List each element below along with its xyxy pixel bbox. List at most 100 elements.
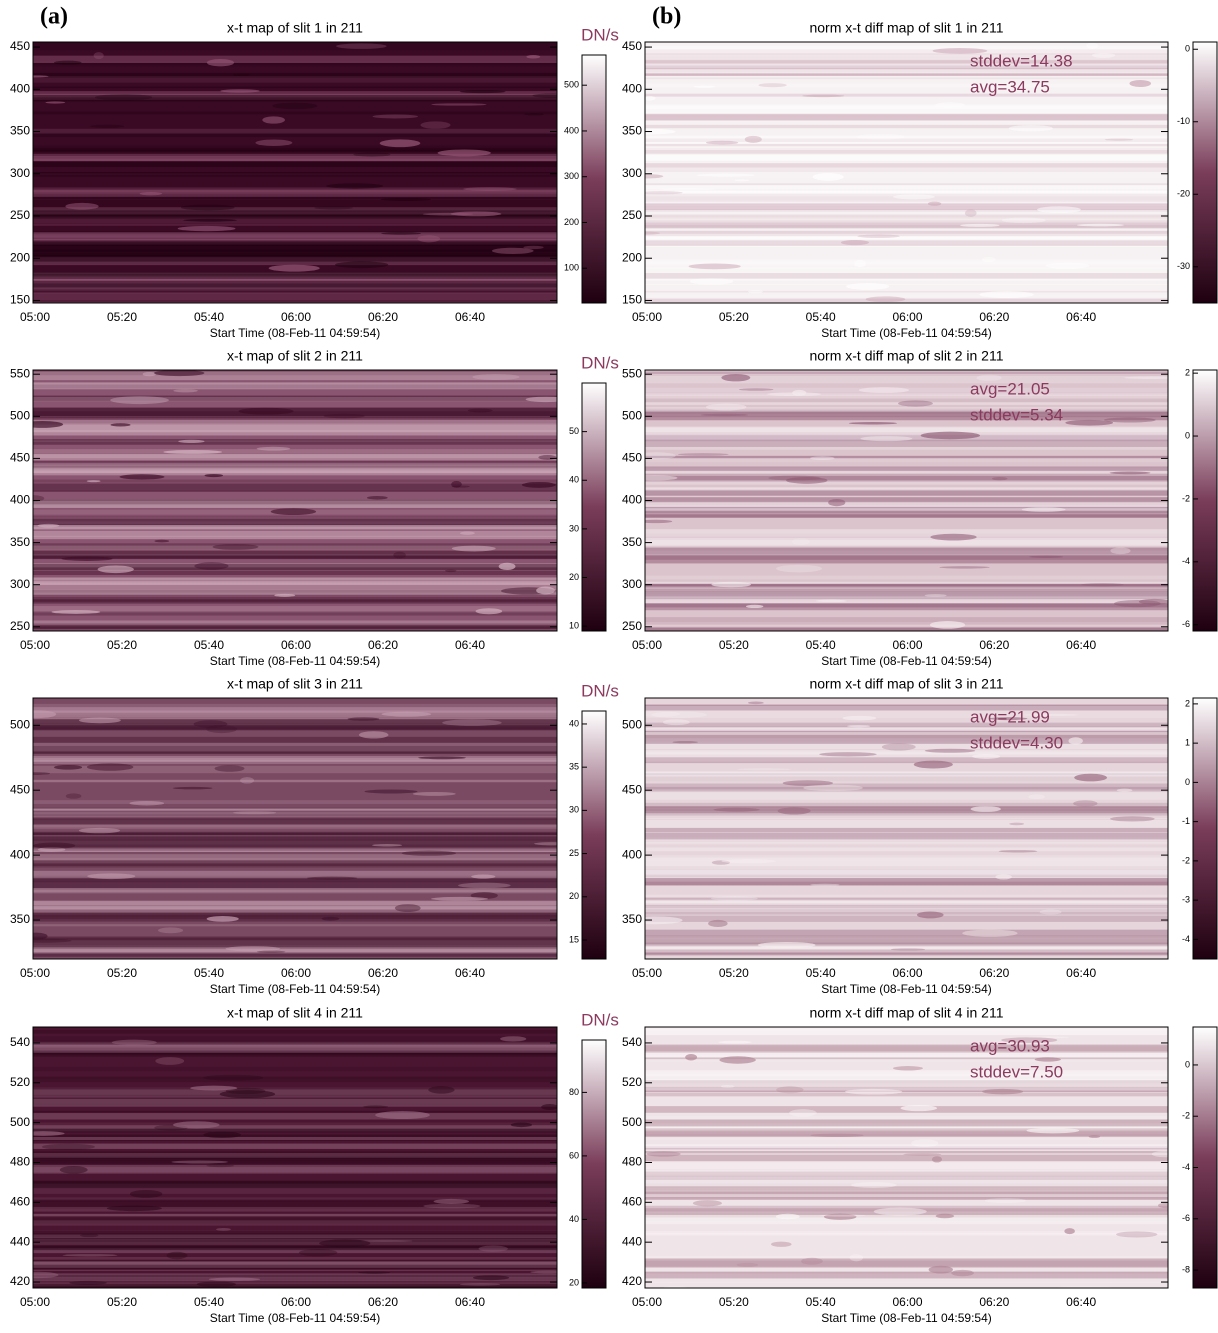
- panel-title: norm x-t diff map of slit 2 in 211: [809, 348, 1003, 364]
- colorbar-tick-label: -20: [1177, 189, 1190, 199]
- x-axis-label: Start Time (08-Feb-11 04:59:54): [210, 1311, 381, 1325]
- panel: norm x-t diff map of slit 3 in 211350400…: [622, 676, 1217, 996]
- colorbar-tick-label: 300: [564, 171, 579, 181]
- y-tick-label: 520: [10, 1075, 30, 1089]
- heatmap-image: [626, 698, 1168, 959]
- colorbar: [1193, 1027, 1217, 1288]
- x-tick-label: 06:20: [368, 1295, 398, 1309]
- x-tick-label: 06:00: [281, 638, 311, 652]
- y-tick-label: 420: [10, 1274, 30, 1288]
- colorbar-tick-label: -10: [1177, 116, 1190, 126]
- colorbar-tick-label: 20: [569, 891, 579, 901]
- panel-title: norm x-t diff map of slit 4 in 211: [809, 1005, 1003, 1021]
- x-tick-label: 05:40: [194, 966, 224, 980]
- x-axis-label: Start Time (08-Feb-11 04:59:54): [821, 326, 992, 340]
- x-tick-label: 05:00: [20, 1295, 50, 1309]
- colorbar-tick-label: 15: [569, 934, 579, 944]
- x-tick-label: 05:40: [806, 638, 836, 652]
- y-tick-label: 480: [622, 1155, 642, 1169]
- heatmap-image: [21, 370, 566, 632]
- heatmap-image: [19, 42, 575, 306]
- colorbar-tick-label: 35: [569, 762, 579, 772]
- heatmap-image: [12, 698, 571, 959]
- x-tick-label: 05:20: [719, 638, 749, 652]
- y-tick-label: 150: [10, 293, 30, 307]
- colorbar: [582, 1040, 606, 1288]
- heatmap-image: [633, 370, 1179, 636]
- panel: norm x-t diff map of slit 1 in 211(b)150…: [618, 4, 1217, 341]
- y-tick-label: 350: [622, 912, 642, 926]
- colorbar-tick-label: 2: [1185, 698, 1190, 708]
- colorbar: [1193, 370, 1217, 631]
- panel-title: x-t map of slit 4 in 211: [227, 1005, 363, 1021]
- y-tick-label: 550: [622, 366, 642, 380]
- colorbar-tick-label: 0: [1185, 430, 1190, 440]
- colorbar-tick-label: -4: [1182, 556, 1190, 566]
- x-tick-label: 05:20: [719, 966, 749, 980]
- y-tick-label: 250: [10, 619, 30, 633]
- colorbar-tick-label: 30: [569, 805, 579, 815]
- colorbar-tick-label: -8: [1182, 1264, 1190, 1274]
- y-tick-label: 350: [622, 535, 642, 549]
- colorbar-label: DN/s: [581, 1010, 619, 1029]
- colorbar-tick-label: 50: [569, 426, 579, 436]
- colorbar-tick-label: 100: [564, 263, 579, 273]
- x-tick-label: 06:00: [281, 966, 311, 980]
- colorbar-tick-label: -3: [1182, 895, 1190, 905]
- annotation: stddev=5.34: [970, 405, 1063, 424]
- y-tick-label: 450: [622, 39, 642, 53]
- colorbar: [582, 383, 606, 631]
- y-tick-label: 440: [622, 1234, 642, 1248]
- panel-title: norm x-t diff map of slit 1 in 211: [809, 20, 1003, 36]
- colorbar-tick-label: 20: [569, 572, 579, 582]
- y-tick-label: 250: [10, 208, 30, 222]
- colorbar-label: DN/s: [581, 25, 619, 44]
- y-tick-label: 480: [10, 1155, 30, 1169]
- panel: x-t map of slit 2 in 2112503003504004505…: [10, 348, 619, 668]
- y-tick-label: 450: [10, 451, 30, 465]
- y-tick-label: 150: [622, 293, 642, 307]
- x-tick-label: 06:40: [455, 310, 485, 324]
- annotation: avg=21.99: [970, 707, 1050, 726]
- y-tick-label: 200: [10, 250, 30, 264]
- y-tick-label: 450: [10, 39, 30, 53]
- colorbar-tick-label: -4: [1182, 934, 1190, 944]
- x-axis-label: Start Time (08-Feb-11 04:59:54): [210, 654, 381, 668]
- colorbar: [1193, 698, 1217, 959]
- colorbar-tick-label: 25: [569, 848, 579, 858]
- y-tick-label: 500: [622, 408, 642, 422]
- x-tick-label: 06:20: [979, 966, 1009, 980]
- x-tick-label: 06:20: [979, 638, 1009, 652]
- y-tick-label: 500: [622, 717, 642, 731]
- y-tick-label: 400: [10, 493, 30, 507]
- x-tick-label: 06:00: [892, 638, 922, 652]
- x-tick-label: 05:20: [107, 310, 137, 324]
- y-tick-label: 250: [622, 208, 642, 222]
- y-tick-label: 500: [622, 1115, 642, 1129]
- x-tick-label: 05:40: [806, 966, 836, 980]
- x-tick-label: 05:40: [194, 638, 224, 652]
- x-tick-label: 05:00: [632, 966, 662, 980]
- colorbar-tick-label: -30: [1177, 261, 1190, 271]
- colorbar: [582, 55, 606, 303]
- y-tick-label: 300: [10, 577, 30, 591]
- x-axis-label: Start Time (08-Feb-11 04:59:54): [210, 982, 381, 996]
- y-tick-label: 250: [622, 619, 642, 633]
- colorbar-tick-label: 500: [564, 80, 579, 90]
- colorbar-tick-label: 2: [1185, 368, 1190, 378]
- x-tick-label: 05:00: [20, 638, 50, 652]
- y-tick-label: 400: [622, 493, 642, 507]
- x-tick-label: 05:40: [194, 1295, 224, 1309]
- y-tick-label: 300: [10, 166, 30, 180]
- panel-title: x-t map of slit 2 in 211: [227, 348, 363, 364]
- y-tick-label: 300: [622, 577, 642, 591]
- y-tick-label: 400: [622, 847, 642, 861]
- colorbar-label: DN/s: [581, 681, 619, 700]
- panel: x-t map of slit 1 in 211(a)1502002503003…: [10, 4, 619, 341]
- x-tick-label: 05:20: [107, 638, 137, 652]
- annotation: avg=21.05: [970, 379, 1050, 398]
- y-tick-label: 350: [10, 124, 30, 138]
- colorbar-tick-label: -6: [1182, 619, 1190, 629]
- panel: x-t map of slit 4 in 2114204404604805005…: [10, 1005, 619, 1325]
- y-tick-label: 500: [10, 1115, 30, 1129]
